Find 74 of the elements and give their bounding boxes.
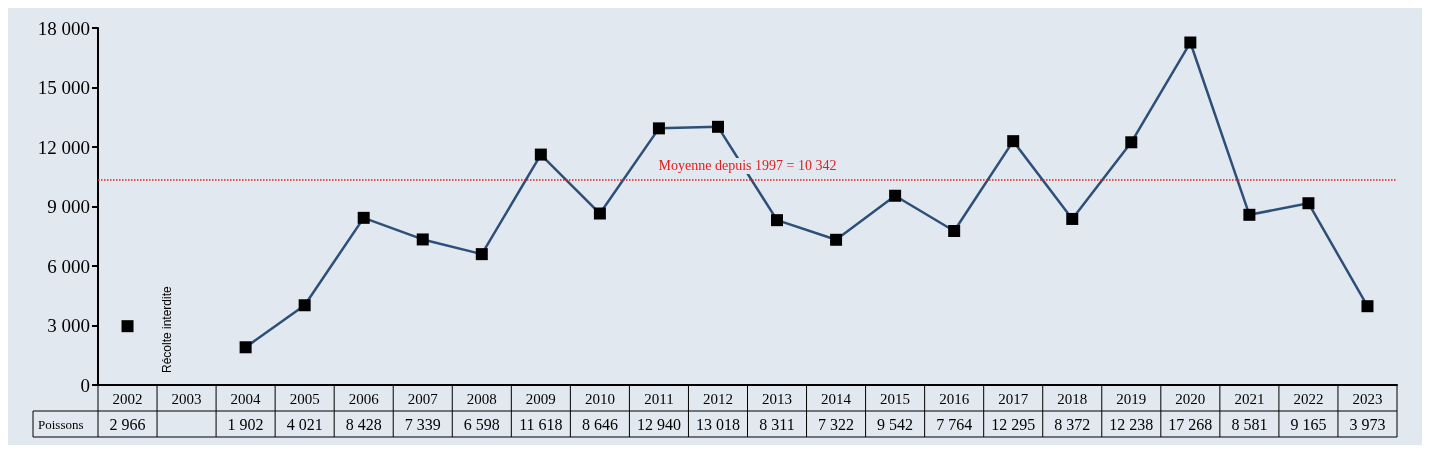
point [1243, 208, 1256, 221]
point [652, 122, 665, 135]
point [1066, 212, 1079, 225]
data-label: 2 966 [109, 415, 146, 433]
x-tick-label: 2016 [939, 390, 970, 407]
point [948, 225, 961, 238]
point [1302, 197, 1315, 210]
x-tick-label: 2017 [998, 390, 1029, 407]
point [889, 189, 902, 202]
point [593, 207, 606, 220]
data-label: 12 940 [636, 415, 681, 433]
x-tick-label: 2012 [702, 390, 733, 407]
point [1184, 36, 1197, 49]
ref-line-label: Moyenne depuis 1997 = 10 342 [658, 158, 837, 174]
data-label: 7 764 [936, 415, 973, 433]
data-label: 7 339 [404, 415, 441, 433]
x-tick-label: 2019 [1116, 390, 1147, 407]
x-tick-label: 2022 [1293, 390, 1324, 407]
data-label: 8 428 [345, 415, 382, 433]
y-tick-label: 3 000 [47, 315, 90, 336]
y-tick-label: 0 [80, 374, 90, 396]
x-tick-label: 2021 [1234, 390, 1265, 407]
y-tick-label: 15 000 [37, 77, 90, 98]
x-tick-label: 2013 [762, 390, 793, 407]
data-label: 8 372 [1054, 415, 1091, 433]
x-tick-label: 2020 [1175, 390, 1206, 407]
x-tick-label: 2010 [584, 390, 615, 407]
data-label: 12 295 [991, 415, 1036, 433]
point [357, 211, 370, 224]
data-label: 8 581 [1231, 415, 1268, 433]
point [1007, 135, 1020, 148]
point [121, 320, 134, 333]
data-label: 6 598 [463, 415, 500, 433]
legend-label: Poissons [38, 416, 84, 432]
data-label: 4 021 [286, 415, 323, 433]
point [711, 120, 724, 133]
data-label: 3 973 [1349, 415, 1386, 433]
x-tick-label: 2015 [880, 390, 911, 407]
point [298, 299, 311, 312]
data-label: 8 311 [759, 415, 795, 433]
data-label: 9 165 [1290, 415, 1327, 433]
x-tick-label: 2018 [1057, 390, 1088, 407]
x-tick-label: 2014 [821, 390, 852, 407]
x-tick-label: 2003 [171, 390, 202, 407]
data-label: 12 238 [1109, 415, 1154, 433]
data-label: 1 902 [227, 415, 264, 433]
data-label: 9 542 [877, 415, 914, 433]
data-label: 11 618 [519, 415, 563, 433]
point [1361, 300, 1374, 313]
point [771, 214, 784, 227]
x-tick-label: 2009 [525, 390, 556, 407]
point [475, 248, 488, 261]
x-tick-label: 2002 [112, 390, 143, 407]
x-tick-label: 2008 [466, 390, 497, 407]
data-label: 8 646 [581, 415, 618, 433]
point [534, 148, 547, 161]
x-tick-label: 2006 [348, 390, 380, 407]
point [416, 233, 429, 246]
y-tick-label: 18 000 [37, 17, 90, 39]
data-label: 7 322 [818, 415, 855, 433]
x-tick-label: 2011 [644, 390, 674, 407]
y-tick-label: 9 000 [47, 196, 90, 217]
point [239, 341, 252, 354]
point [1125, 136, 1138, 149]
data-label: 13 018 [695, 415, 740, 433]
point [830, 233, 843, 246]
x-tick-label: 2004 [230, 390, 262, 407]
annotation: Récolte interdite [159, 285, 174, 373]
x-tick-label: 2007 [407, 390, 439, 407]
x-tick-label: 2023 [1352, 390, 1383, 407]
y-tick-label: 6 000 [47, 255, 90, 277]
data-label: 17 268 [1168, 415, 1213, 433]
x-tick-label: 2005 [289, 390, 320, 407]
y-tick-label: 12 000 [37, 136, 90, 158]
